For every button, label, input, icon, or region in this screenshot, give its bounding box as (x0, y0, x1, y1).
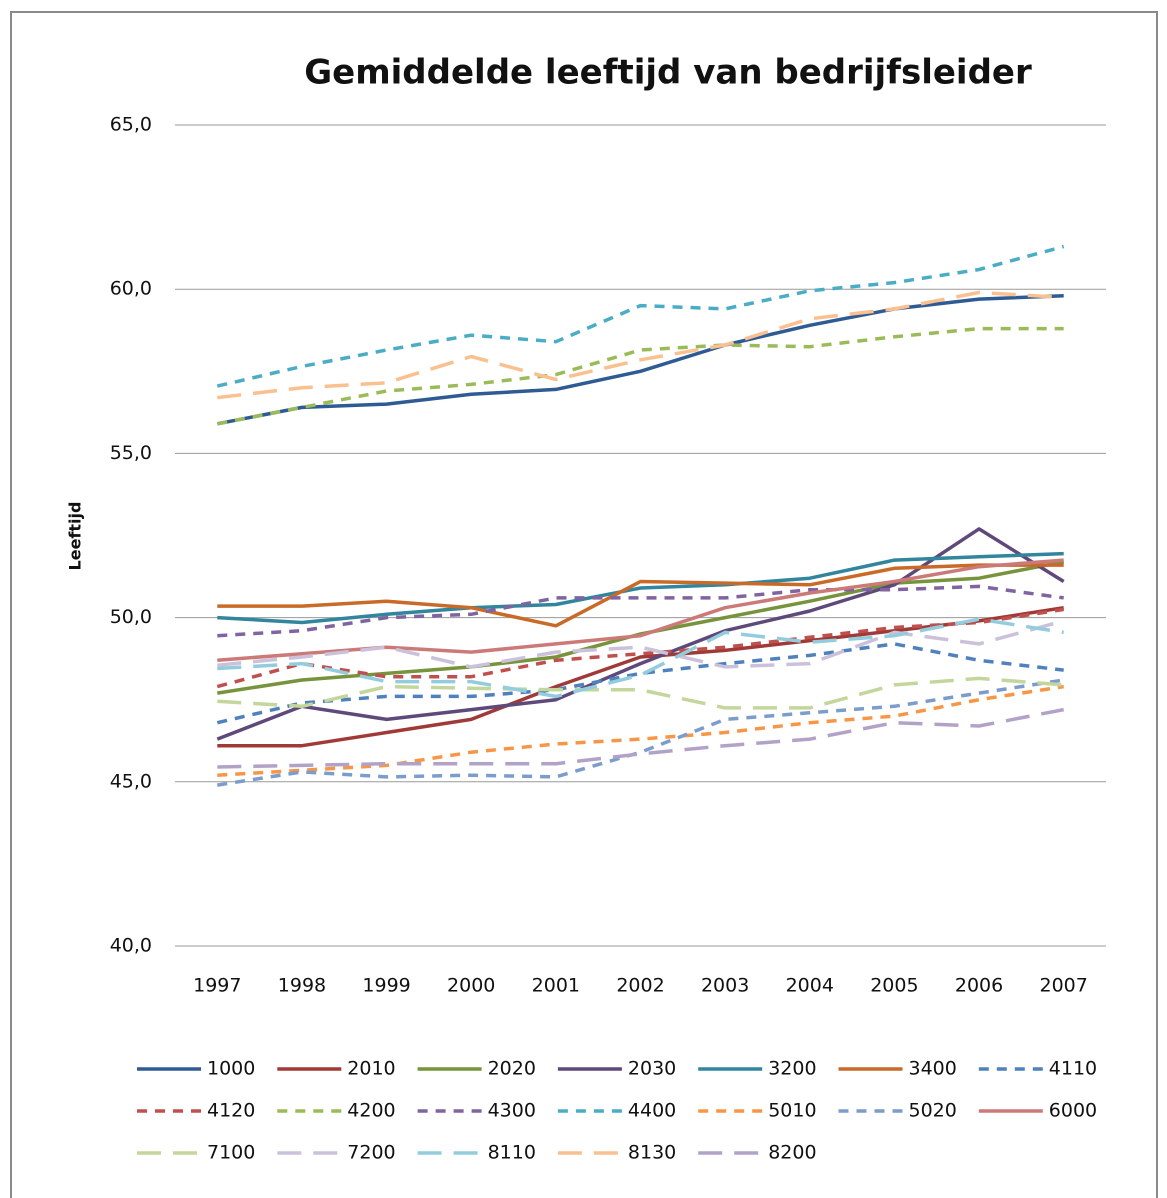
y-tick-label: 50,0 (110, 606, 152, 628)
legend-label: 4120 (207, 1100, 255, 1122)
x-tick-label: 2001 (532, 975, 580, 997)
x-tick-label: 2000 (447, 975, 495, 997)
series-line (217, 617, 1064, 699)
legend-label: 2030 (628, 1058, 676, 1080)
series-line (216, 607, 1064, 689)
x-tick-label: 1999 (362, 975, 410, 997)
y-tick-label: 55,0 (110, 442, 152, 464)
legend-label: 8130 (628, 1142, 676, 1164)
legend-label: 4300 (488, 1100, 536, 1122)
legend-label: 4400 (628, 1100, 676, 1122)
series-line (217, 558, 1064, 663)
x-tick-label: 1997 (193, 975, 241, 997)
y-tick-label: 40,0 (110, 935, 152, 957)
series-line (217, 584, 1064, 638)
y-tick-label: 60,0 (110, 278, 152, 300)
x-tick-label: 2003 (701, 975, 749, 997)
y-tick-label: 45,0 (110, 770, 152, 792)
legend-label: 4200 (347, 1100, 395, 1122)
x-tick-label: 2005 (870, 975, 918, 997)
series-line (216, 294, 1064, 426)
x-tick-label: 2004 (786, 975, 834, 997)
legend-label: 3200 (768, 1058, 816, 1080)
legend-label: 5010 (768, 1100, 816, 1122)
legend-label: 4110 (1049, 1058, 1097, 1080)
series-line (217, 605, 1064, 748)
legend-label: 1000 (207, 1058, 255, 1080)
chart-title: Gemiddelde leeftijd van bedrijfsleider (304, 53, 1032, 93)
series-line (217, 551, 1064, 625)
x-tick-label: 1998 (278, 975, 326, 997)
series-line (216, 326, 1064, 426)
legend-label: 7100 (207, 1142, 255, 1164)
x-tick-label: 2006 (955, 975, 1003, 997)
series-line (217, 563, 1064, 628)
legend-label: 6000 (1049, 1100, 1097, 1122)
series-line (217, 290, 1064, 400)
legend-label: 5020 (909, 1100, 957, 1122)
y-axis-label: Leeftijd (66, 502, 85, 571)
legend-label: 8110 (488, 1142, 536, 1164)
series-line (217, 676, 1064, 710)
chart-frame (10, 11, 1158, 1198)
series-line (216, 244, 1065, 388)
legend-label: 2010 (347, 1058, 395, 1080)
legend-label: 8200 (768, 1142, 816, 1164)
x-tick-label: 2002 (616, 975, 664, 997)
legend-label: 2020 (488, 1058, 536, 1080)
y-tick-label: 65,0 (110, 114, 152, 136)
series-line (216, 642, 1064, 725)
legend-label: 7200 (347, 1142, 395, 1164)
legend-label: 3400 (909, 1058, 957, 1080)
series-line (217, 684, 1064, 777)
x-tick-label: 2007 (1040, 975, 1088, 997)
